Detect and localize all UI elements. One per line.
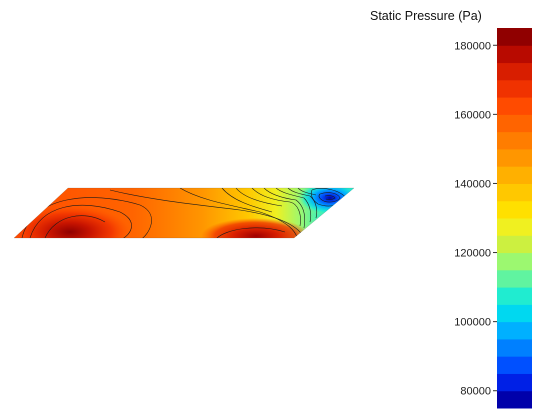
blade-outline (13, 187, 355, 239)
colorbar: Static Pressure (Pa) 1800001600001400001… (370, 9, 532, 409)
colorbar-tick-label: 120000 (454, 248, 491, 260)
colorbar-band (497, 304, 532, 323)
colorbar-band (497, 338, 532, 357)
colorbar-band (497, 269, 532, 288)
colorbar-band (497, 28, 532, 46)
contour-low-zone (296, 188, 354, 216)
colorbar-tick-label: 100000 (454, 317, 491, 329)
colorbar-band (497, 390, 532, 409)
colorbar-tick-label: 80000 (460, 386, 491, 398)
colorbar-band (497, 166, 532, 184)
colorbar-band (497, 79, 532, 98)
colorbar-tick-label: 160000 (454, 109, 491, 121)
colorbar-band (497, 321, 532, 340)
colorbar-bands (497, 28, 532, 409)
colorbar-band (497, 373, 532, 392)
colorbar-band (497, 218, 532, 236)
contour-plot (14, 188, 354, 238)
colorbar-band (497, 62, 532, 81)
colorbar-tick-label: 180000 (454, 40, 491, 52)
colorbar-band (497, 114, 532, 133)
colorbar-band (497, 287, 532, 305)
colorbar-band (497, 45, 532, 64)
colorbar-band (497, 235, 532, 254)
colorbar-band (497, 356, 532, 374)
contour-high-zone-left (14, 206, 130, 238)
colorbar-band (497, 183, 532, 202)
contour-isolines (21, 188, 347, 238)
colorbar-ticks: 180000 160000 140000 120000 100000 80000 (454, 40, 497, 398)
colorbar-tick-label: 140000 (454, 178, 491, 190)
colorbar-band (497, 252, 532, 271)
colorbar-band (497, 131, 532, 150)
colorbar-band (497, 148, 532, 167)
colorbar-band (497, 97, 532, 115)
colorbar-title: Static Pressure (Pa) (370, 9, 482, 23)
colorbar-band (497, 200, 532, 219)
contour-high-zone-mid (201, 218, 311, 238)
